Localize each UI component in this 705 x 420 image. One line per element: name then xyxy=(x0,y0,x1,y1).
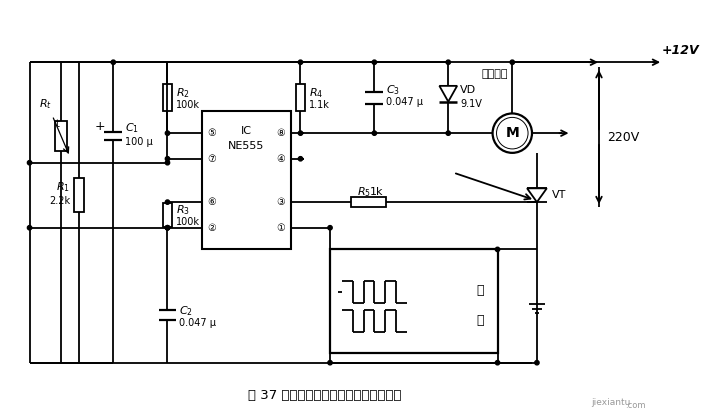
Text: $C_1$: $C_1$ xyxy=(125,121,139,135)
Circle shape xyxy=(111,60,116,64)
Text: $R_5$: $R_5$ xyxy=(357,185,371,199)
Circle shape xyxy=(27,226,32,230)
Text: ⑤: ⑤ xyxy=(207,128,216,138)
Text: ④: ④ xyxy=(276,154,285,164)
Circle shape xyxy=(165,226,170,230)
Text: 220V: 220V xyxy=(607,131,639,144)
Text: ⑦: ⑦ xyxy=(207,154,216,164)
Text: 1.1k: 1.1k xyxy=(309,100,330,110)
Text: $R_4$: $R_4$ xyxy=(309,86,324,100)
Text: $C_2$: $C_2$ xyxy=(179,304,193,318)
Bar xyxy=(351,197,386,207)
Circle shape xyxy=(165,226,170,230)
Bar xyxy=(163,202,173,227)
Text: IC: IC xyxy=(241,126,252,136)
Circle shape xyxy=(298,157,302,161)
Text: 100 μ: 100 μ xyxy=(125,137,153,147)
Circle shape xyxy=(298,60,302,64)
Text: $R_3$: $R_3$ xyxy=(176,203,190,217)
Circle shape xyxy=(165,200,170,204)
Text: 图 37 电风扇自动温控调速器电路原理图: 图 37 电风扇自动温控调速器电路原理图 xyxy=(248,389,402,402)
Text: 0.047 μ: 0.047 μ xyxy=(386,97,423,107)
Bar xyxy=(163,84,173,111)
Text: ⑥: ⑥ xyxy=(207,197,216,207)
Circle shape xyxy=(496,360,500,365)
Text: 100k: 100k xyxy=(176,217,200,227)
Text: $R_1$: $R_1$ xyxy=(56,181,70,194)
Text: 9.1V: 9.1V xyxy=(460,99,482,109)
Text: 热: 热 xyxy=(476,314,484,327)
Circle shape xyxy=(496,247,500,252)
Text: ⑧: ⑧ xyxy=(276,128,285,138)
Text: +12V: +12V xyxy=(662,44,699,57)
Circle shape xyxy=(510,60,515,64)
Bar xyxy=(55,121,67,151)
Text: M: M xyxy=(505,126,519,140)
Text: ③: ③ xyxy=(276,197,285,207)
Text: 1k: 1k xyxy=(369,187,383,197)
Text: 0.047 μ: 0.047 μ xyxy=(179,318,216,328)
Circle shape xyxy=(446,60,450,64)
Text: 冷: 冷 xyxy=(476,284,484,297)
Circle shape xyxy=(165,131,170,135)
Text: VD: VD xyxy=(460,85,476,95)
Text: 2.2k: 2.2k xyxy=(49,196,70,206)
Text: t: t xyxy=(56,119,60,129)
Text: ①: ① xyxy=(276,223,285,233)
Bar xyxy=(330,249,498,353)
Circle shape xyxy=(328,226,332,230)
Text: ②: ② xyxy=(207,223,216,233)
Text: 100k: 100k xyxy=(176,100,200,110)
Bar xyxy=(74,178,84,213)
Text: $R_t$: $R_t$ xyxy=(39,98,52,111)
Text: VT: VT xyxy=(552,190,566,200)
Circle shape xyxy=(165,226,170,230)
Circle shape xyxy=(372,60,376,64)
Circle shape xyxy=(446,131,450,135)
Text: 风扇电机: 风扇电机 xyxy=(482,69,508,79)
Bar xyxy=(295,84,305,111)
Text: .com: .com xyxy=(625,401,646,410)
Circle shape xyxy=(165,160,170,165)
Text: $C_3$: $C_3$ xyxy=(386,83,400,97)
Circle shape xyxy=(165,157,170,161)
Circle shape xyxy=(27,160,32,165)
Circle shape xyxy=(372,131,376,135)
Circle shape xyxy=(328,360,332,365)
Bar xyxy=(202,111,290,249)
Circle shape xyxy=(535,360,539,365)
Text: +: + xyxy=(94,120,105,133)
Text: NE555: NE555 xyxy=(228,141,264,151)
Text: jiexiantu: jiexiantu xyxy=(591,398,630,407)
Text: $R_2$: $R_2$ xyxy=(176,86,190,100)
Circle shape xyxy=(298,131,302,135)
